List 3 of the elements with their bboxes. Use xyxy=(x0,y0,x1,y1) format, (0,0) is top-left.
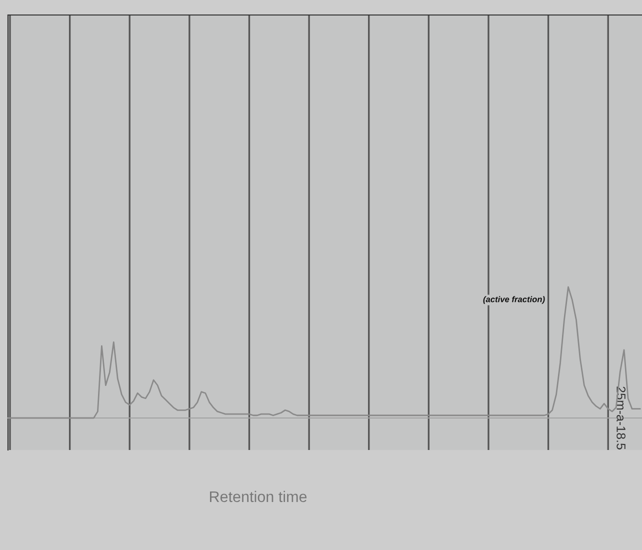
annotation: (active fraction) xyxy=(483,296,545,304)
annotation: 25m-a-18.5 xyxy=(616,386,626,450)
x-axis-title: Retention time xyxy=(210,490,307,502)
